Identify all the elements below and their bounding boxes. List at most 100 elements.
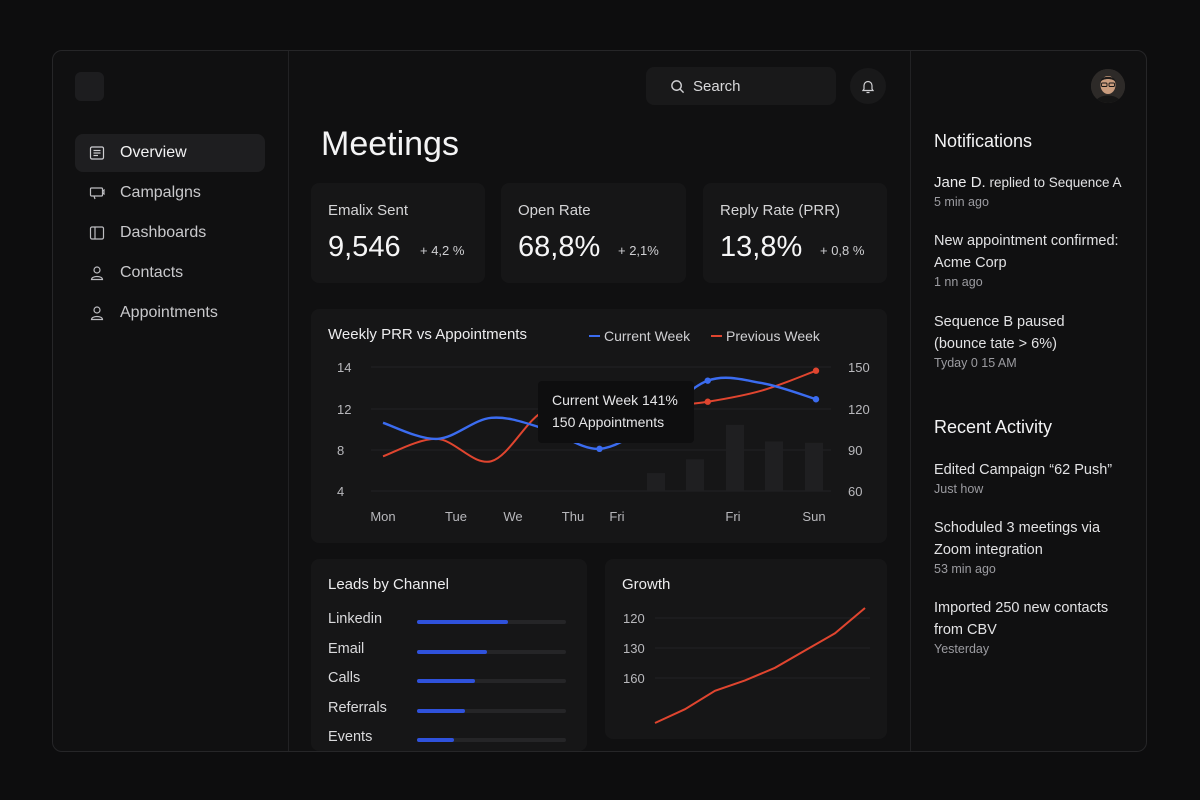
channel-label: Events: [328, 729, 373, 745]
appointments-bar[interactable]: [647, 473, 665, 491]
channel-row[interactable]: Referrals: [328, 700, 568, 720]
notification-user: Jane D.: [934, 174, 986, 191]
y2-axis-tick: 120: [848, 402, 870, 417]
y2-axis-tick: 150: [848, 360, 870, 375]
notification-time: Tyday 0 15 AM: [934, 356, 1017, 370]
megaphone-icon: [89, 185, 105, 201]
x-axis-tick: We: [503, 509, 522, 524]
x-axis-tick: Fri: [725, 509, 740, 524]
channel-row[interactable]: Calls: [328, 670, 568, 690]
bell-icon: [861, 80, 875, 93]
notification-item[interactable]: Jane D. replied to Sequence A 5 min ago: [934, 172, 1139, 209]
tooltip-line-2: 150 Appointments: [552, 414, 664, 430]
user-icon: [89, 305, 105, 321]
channel-bar-fill: [417, 708, 465, 713]
activity-item[interactable]: Schoduled 3 meetings via Zoom integratio…: [934, 517, 1139, 576]
data-point[interactable]: [704, 377, 711, 384]
activity-time: Just how: [934, 482, 984, 496]
data-point[interactable]: [596, 445, 603, 453]
channel-bar-fill: [417, 620, 508, 624]
x-axis-tick: Tue: [445, 509, 467, 524]
x-axis-tick: Sun: [802, 509, 825, 524]
channel-row[interactable]: Events: [328, 729, 568, 749]
legend-current-week[interactable]: Current Week: [589, 328, 690, 344]
chart-title: Weekly PRR vs Appointments: [328, 326, 527, 343]
main-content: Search Meetings Emalix Sent 9,546 + 4,2 …: [289, 51, 909, 751]
sidebar-item-label: Overview: [120, 144, 187, 161]
channel-label: Referrals: [328, 699, 387, 716]
search-icon: [671, 79, 685, 93]
channel-bar-track: [417, 620, 566, 624]
channel-row[interactable]: Linkedin: [328, 611, 568, 631]
activity-text: Edited Campaign “62 Push”: [934, 462, 1113, 478]
search-placeholder: Search: [693, 77, 741, 95]
channel-label: Calls: [328, 670, 361, 686]
notification-item[interactable]: New appointment confirmed: Acme Corp 1 n…: [934, 230, 1139, 289]
right-panel: Notifications Jane D. replied to Sequenc…: [910, 51, 1146, 751]
legend-swatch: [711, 335, 722, 337]
kpi-delta: + 0,8 %: [820, 243, 865, 258]
sidebar-item-contacts[interactable]: Contacts: [75, 254, 265, 292]
activity-text: Imported 250 new contacts from CBV: [934, 600, 1109, 638]
appointments-bar[interactable]: [805, 442, 823, 491]
sidebar-item-dashboards[interactable]: Dashboards: [75, 214, 265, 252]
data-point[interactable]: [812, 367, 820, 374]
notification-time: 5 min ago: [934, 195, 989, 209]
weekly-chart-card: Weekly PRR vs Appointments Current Week …: [311, 309, 887, 543]
weekly-chart-plot[interactable]: 14 150 12 120 8 90 4 60 Mon Tue We Thu Fri Fri Sun Cur…: [311, 309, 887, 543]
growth-chart-plot[interactable]: 120130160Mon130150170180: [605, 559, 887, 739]
notifications-title: Notifications: [934, 131, 1033, 151]
sidebar-nav: Overview Campalgns Dashboards Contacts: [75, 134, 265, 334]
channel-bar-track: [417, 738, 566, 742]
channel-bar-track: [417, 649, 566, 654]
legend-previous-week[interactable]: Previous Week: [711, 328, 820, 344]
y-axis-tick: 4: [337, 484, 344, 499]
kpi-delta: + 4,2 %: [420, 243, 465, 258]
activity-item[interactable]: Edited Campaign “62 Push” Just how: [934, 459, 1139, 496]
channel-row[interactable]: Email: [328, 641, 568, 661]
user-avatar[interactable]: [1091, 69, 1125, 103]
app-logo[interactable]: [75, 72, 104, 101]
sidebar-item-campaigns[interactable]: Campalgns: [75, 174, 265, 212]
kpi-delta: + 2,1%: [618, 243, 659, 258]
kpi-value: 9,546: [328, 231, 401, 263]
channel-bar-track: [417, 679, 566, 683]
sidebar-item-label: Dashboards: [120, 224, 207, 241]
legend-swatch: [589, 335, 600, 337]
series-line-growth: [654, 607, 866, 724]
activity-text: Schoduled 3 meetings via Zoom integratio…: [934, 520, 1101, 558]
leads-by-channel-card: Leads by Channel Linkedin Email Calls Refer…: [311, 559, 587, 751]
activity-time: 53 min ago: [934, 562, 996, 576]
sidebar-item-label: Contacts: [120, 264, 184, 281]
notification-message: replied to Sequence A: [985, 175, 1122, 190]
kpi-value: 68,8%: [518, 231, 601, 263]
app-window: Overview Campalgns Dashboards Contacts: [52, 50, 1147, 752]
y-axis-tick: 14: [337, 360, 351, 375]
growth-chart-card: Growth 120130160Mon130150170180: [605, 559, 887, 739]
notification-item[interactable]: Sequence B paused (bounce tate > 6%) Tyd…: [934, 311, 1139, 370]
x-axis-tick: Mon: [370, 509, 395, 524]
notification-text: New appointment confirmed: Acme Corp: [934, 233, 1119, 271]
sidebar: Overview Campalgns Dashboards Contacts: [53, 51, 289, 751]
sidebar-item-appointments[interactable]: Appointments: [75, 294, 265, 332]
y-axis-tick: 120: [623, 611, 645, 626]
appointments-bar[interactable]: [765, 441, 783, 491]
chart-title: Leads by Channel: [328, 576, 449, 593]
y2-axis-tick: 60: [848, 484, 862, 499]
channel-bar-fill: [417, 679, 476, 683]
sidebar-item-overview[interactable]: Overview: [75, 134, 265, 172]
data-point[interactable]: [812, 396, 820, 403]
notification-text: Jane D. replied to Sequence A: [934, 172, 1139, 194]
appointments-bar[interactable]: [686, 459, 704, 491]
y-axis-tick: 8: [337, 443, 344, 458]
user-icon: [89, 265, 105, 281]
x-axis-tick: Fri: [609, 509, 624, 524]
appointments-bar[interactable]: [726, 424, 744, 491]
kpi-value: 13,8%: [720, 231, 803, 263]
data-point[interactable]: [704, 398, 711, 405]
notifications-button[interactable]: [850, 68, 886, 104]
kpi-label: Open Rate: [518, 202, 591, 219]
y-axis-tick: 130: [623, 641, 645, 656]
activity-item[interactable]: Imported 250 new contacts from CBV Yeste…: [934, 597, 1139, 656]
search-input[interactable]: Search: [646, 67, 836, 105]
